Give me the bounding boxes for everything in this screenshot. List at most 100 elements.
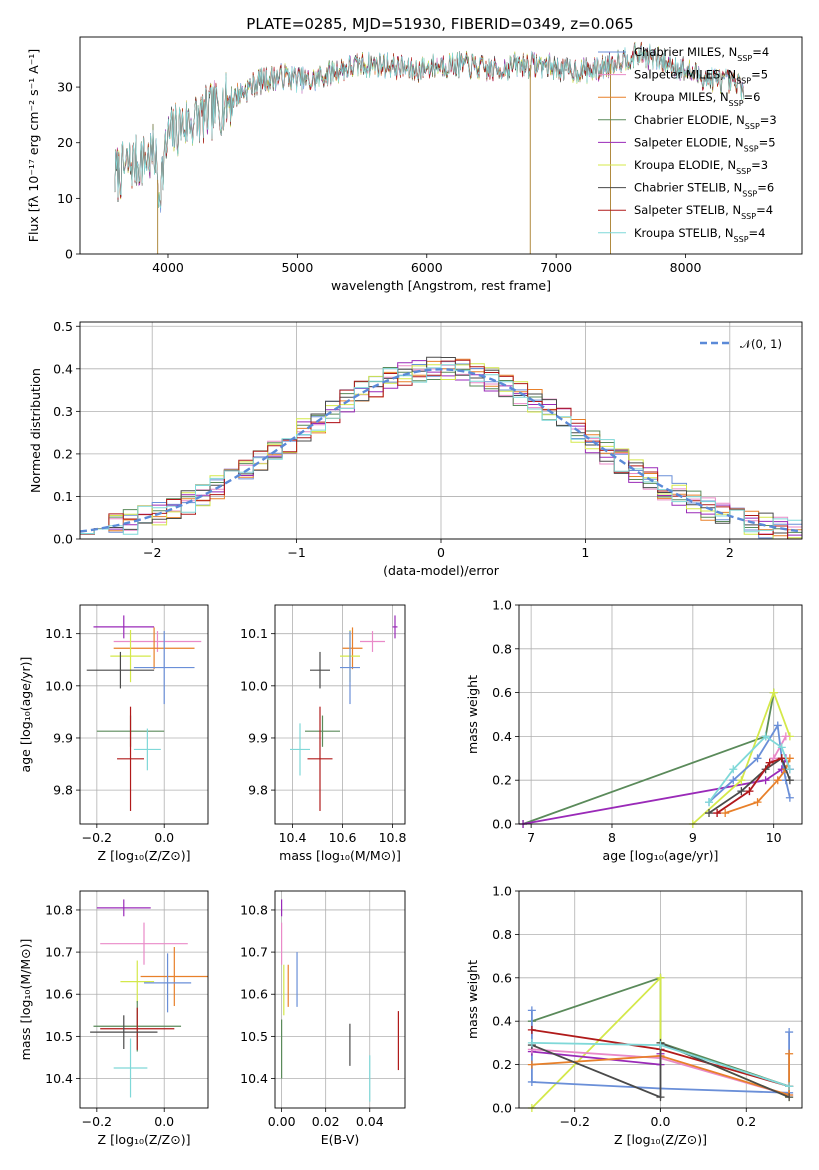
data-point [100, 1007, 175, 1050]
x-tick-label: 8 [608, 830, 616, 845]
weight-series [527, 1038, 794, 1091]
data-point [133, 631, 195, 705]
weight-marker [785, 1082, 794, 1091]
y-tick-label: 9.8 [53, 783, 73, 798]
plot-frame [274, 604, 406, 825]
data-point [133, 728, 161, 771]
weight-series-line [522, 692, 775, 825]
legend-subscript: SSP [736, 167, 751, 176]
x-axis-label: wavelength [Angstrom, rest frame] [331, 278, 551, 293]
weight-series-line [531, 1053, 790, 1097]
weight-marker [721, 809, 730, 818]
data-point [100, 922, 188, 965]
weight-marker [785, 754, 794, 763]
legend-subscript: SSP [729, 99, 744, 108]
weight-marker [737, 776, 746, 785]
weight-marker [656, 1093, 665, 1102]
x-tick-label: 2 [726, 545, 734, 560]
x-tick-label: −0.2 [560, 1114, 590, 1129]
y-tick-label: 0.5 [53, 319, 73, 334]
weight-marker [527, 1006, 536, 1015]
x-axis-label: Z [log₁₀(Z/Z⊙)] [614, 1132, 707, 1147]
weight-marker [753, 798, 762, 807]
x-axis-label: mass [log₁₀(M/M⊙)] [279, 848, 401, 863]
legend-count: =4 [749, 226, 766, 240]
weight-series-line [716, 757, 783, 814]
weight-marker [761, 776, 770, 785]
y-axis-label: age [log₁₀(age/yr)] [18, 657, 33, 773]
weight-marker [777, 743, 786, 752]
x-tick-label: 6000 [411, 260, 443, 275]
weight-marker [656, 973, 665, 982]
x-tick-label: 8000 [670, 260, 702, 275]
x-tick-label: 1 [581, 545, 589, 560]
x-tick-label: 10.8 [379, 830, 407, 845]
x-tick-label: 0 [437, 545, 445, 560]
data-point [360, 631, 385, 652]
legend-label: Kroupa STELIB, NSSP=4 [634, 226, 765, 244]
legend-count: =5 [751, 68, 768, 82]
weight-series [705, 754, 794, 818]
data-point [340, 631, 360, 705]
data-point [310, 651, 330, 689]
y-tick-label: 0.0 [492, 817, 512, 832]
y-tick-label: 30 [57, 80, 73, 95]
y-tick-label: 0.4 [492, 1014, 512, 1029]
x-tick-label: −1 [287, 545, 305, 560]
legend-subscript: SSP [744, 144, 759, 153]
weight-marker [785, 765, 794, 774]
legend-subscript: SSP [742, 189, 757, 198]
y-tick-label: 0.2 [53, 446, 73, 461]
legend-label: Chabrier MILES, NSSP=4 [634, 45, 769, 63]
weight-marker [745, 787, 754, 796]
x-tick-label: 10.4 [279, 830, 307, 845]
legend-subscript: SSP [736, 76, 751, 85]
y-tick-label: 10.5 [240, 1029, 268, 1044]
plot-frame [518, 604, 803, 825]
weight-marker [705, 809, 714, 818]
legend-subscript: SSP [734, 234, 749, 243]
y-tick-label: 0.2 [492, 1057, 512, 1072]
plot-frame [79, 36, 803, 255]
weight-marker [527, 1060, 536, 1069]
plot-frame [274, 890, 406, 1109]
weight-marker [785, 793, 794, 802]
mass-vs-ebv-panel: 0.00 0.02 0.04 10.4 10.5 10.6 10.7 10.8 E(B-V) [240, 890, 406, 1147]
weight-series [705, 732, 794, 807]
spectrum-panel: 4000 5000 6000 7000 8000 0 10 20 30 wavelength [A… [26, 36, 803, 293]
legend-subscript: SSP [745, 121, 760, 130]
data-point [110, 630, 151, 683]
legend-count: =3 [751, 158, 768, 172]
weight-series-line [692, 690, 791, 825]
weight-marker [729, 765, 738, 774]
y-tick-label: 0.0 [53, 532, 73, 547]
y-tick-label: 10.6 [240, 987, 268, 1002]
data-point [86, 651, 155, 689]
x-axis-label: Z [log₁₀(Z/Z⊙)] [98, 1132, 191, 1147]
plot-frame [518, 890, 803, 1109]
weight-marker [656, 1041, 665, 1050]
legend-count: =5 [759, 135, 776, 149]
age-vs-mass-panel: 10.4 10.6 10.8 9.8 9.9 10.0 10.1 mass [log₁₀(M/… [240, 604, 407, 863]
weight-series [721, 754, 794, 818]
y-tick-label: 0.8 [492, 927, 512, 942]
y-tick-label: 1.0 [492, 598, 512, 613]
weight-marker [705, 798, 714, 807]
y-tick-label: 10.4 [45, 1071, 73, 1086]
weight-marker [527, 1038, 536, 1047]
y-axis-label: Flux [fλ 10⁻¹⁷ erg cm⁻² s⁻¹ A⁻¹] [26, 49, 41, 242]
weight-marker [781, 732, 790, 741]
plot-frame [79, 604, 209, 825]
data-point [117, 706, 144, 811]
legend-count: =6 [744, 90, 761, 104]
legend-count: =6 [757, 181, 774, 195]
legend-label: Chabrier ELODIE, NSSP=3 [634, 113, 777, 131]
y-tick-label: 1.0 [492, 884, 512, 899]
y-tick-label: 10.6 [45, 987, 73, 1002]
x-tick-label: 0.0 [154, 1114, 174, 1129]
y-axis-label: Normed distribution [28, 368, 43, 493]
y-tick-label: 0.8 [492, 641, 512, 656]
y-axis-label: mass [log₁₀(M/M⊙)] [18, 939, 33, 1061]
weight-marker [713, 809, 722, 818]
